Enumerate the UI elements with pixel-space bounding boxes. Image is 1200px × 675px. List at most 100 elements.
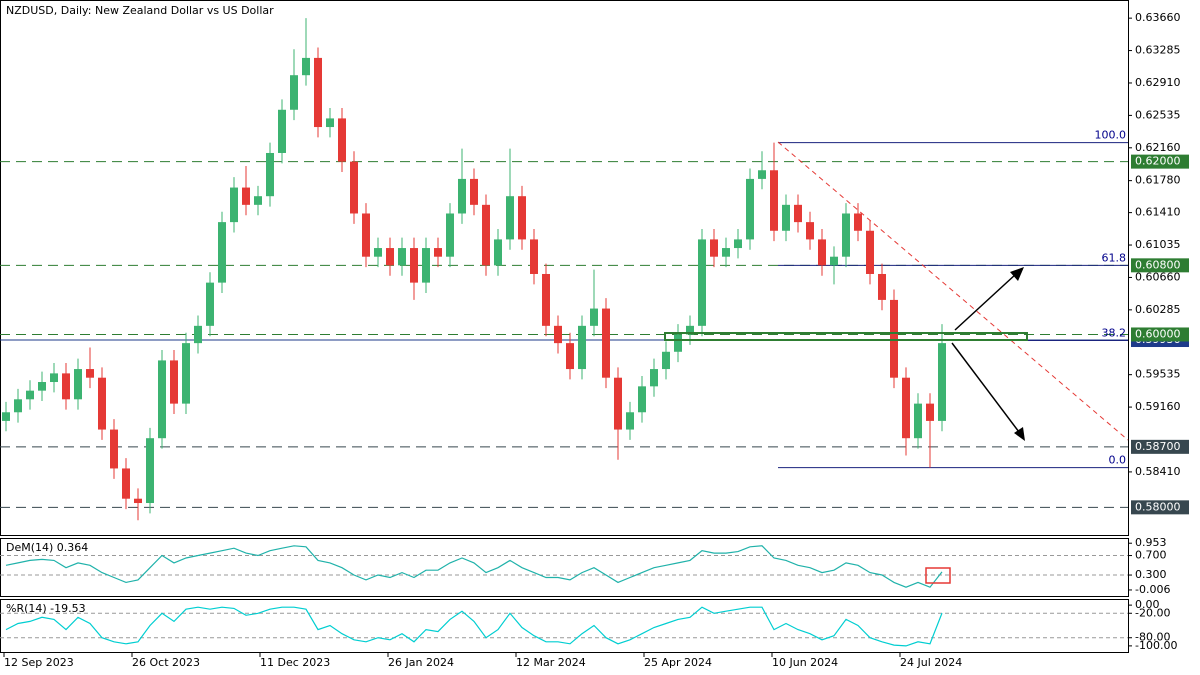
candle-body [26,390,34,400]
drawings-under: 100.0 61.8 38.2 0.0 [0,129,1128,639]
y-tick-label: -80.00 [1135,631,1170,644]
chart-title: NZDUSD, Daily: New Zealand Dollar vs US … [6,4,274,17]
candle-body [182,343,190,404]
candle-body [890,299,898,378]
candle-body [386,248,394,266]
candle-body [314,57,322,128]
candle-body [590,308,598,326]
y-tick-label: 0.953 [1135,536,1167,549]
y-tick-label: 0.59160 [1135,400,1181,413]
candle-body [146,438,154,504]
candle-body [362,213,370,257]
wr-panel [0,599,1129,653]
highlight-box [925,567,951,584]
candle-body [674,334,682,352]
x-tick-label: 12 Mar 2024 [516,656,586,669]
candle-body [770,170,778,231]
y-tick-label: -20.00 [1135,606,1170,619]
candle-body [302,57,310,76]
fib-label: 100.0 [1095,129,1127,142]
candle-body [542,273,550,326]
candle-body [482,204,490,266]
arrow-head [1014,427,1025,441]
trend-line [777,141,1129,441]
candle-body [818,239,826,266]
dem-title: DeM(14) 0.364 [6,541,88,554]
candle-body [422,248,430,283]
x-tick-label: 26 Oct 2023 [132,656,200,669]
candle-body [278,109,286,153]
candle-body [554,325,562,344]
level-label: 0.60800 [1135,258,1181,271]
candle-body [506,196,514,240]
candle-body [806,222,814,240]
x-tick-label: 26 Jan 2024 [388,656,454,669]
x-tick-label: 11 Dec 2023 [260,656,330,669]
candle-body [230,187,238,223]
candle-body [242,187,250,205]
candle-body [398,248,406,266]
level-label: 0.60000 [1135,327,1181,340]
candle-body [578,325,586,370]
fib-label: 61.8 [1102,251,1127,264]
candle-body [374,248,382,257]
y-tick-label: 0.60660 [1135,270,1181,283]
candle-body [626,412,634,430]
candle-body [338,118,346,162]
dem-panel [0,538,1129,597]
y-tick-label: 0.63285 [1135,44,1181,57]
candle-body [866,230,874,274]
arrow-up [954,273,1017,331]
main-panel [0,0,1129,536]
candle-body [842,213,850,257]
candle-body [614,377,622,430]
candle-body [602,308,610,378]
candle-body [854,213,862,231]
candle-body [686,325,694,335]
level-label: 0.58000 [1135,500,1181,513]
y-tick-label: 0.00 [1135,598,1160,611]
indicator-line [5,606,943,647]
y-tick-label: 0.63660 [1135,11,1181,24]
y-tick-label: 0.60285 [1135,303,1181,316]
y-tick-label: -100.00 [1135,639,1177,652]
candle-body [110,429,118,469]
candle-body [458,178,466,214]
y-tick-label: 0.300 [1135,568,1167,581]
candle-body [566,343,574,370]
level-box [1131,327,1189,342]
candle-body [38,382,46,391]
candle-body [518,196,526,240]
y-tick-label: -0.006 [1135,583,1170,596]
level-box [1131,258,1189,273]
y-tick-label: 0.61410 [1135,206,1181,219]
candle-body [494,239,502,266]
candle-body [194,325,202,344]
axes: 0.63660 0.63285 0.62910 0.62535 0.62160 0.617… [3,11,1189,669]
x-tick-label: 12 Sep 2023 [4,656,74,669]
candle-body [254,196,262,205]
candle-body [86,369,94,378]
candle-body [938,343,946,421]
candle-body [206,282,214,326]
fib-label: 38.2 [1102,327,1127,340]
candle-body [14,399,22,413]
candle-body [98,377,106,430]
wr-title: %R(14) -19.53 [6,602,86,615]
candle-body [878,273,886,300]
candle-body [746,178,754,240]
candle-body [650,369,658,387]
candle-body [470,178,478,205]
y-tick-label: 0.700 [1135,549,1167,562]
candle-body [530,239,538,274]
level-box [1131,439,1189,454]
drawings [664,141,1129,584]
candle-body [782,204,790,231]
candle-body [638,386,646,413]
candle-body [926,403,934,421]
candle-body [794,204,802,223]
candle-body [722,248,730,257]
candle-body [74,369,82,400]
candle-body [446,213,454,257]
